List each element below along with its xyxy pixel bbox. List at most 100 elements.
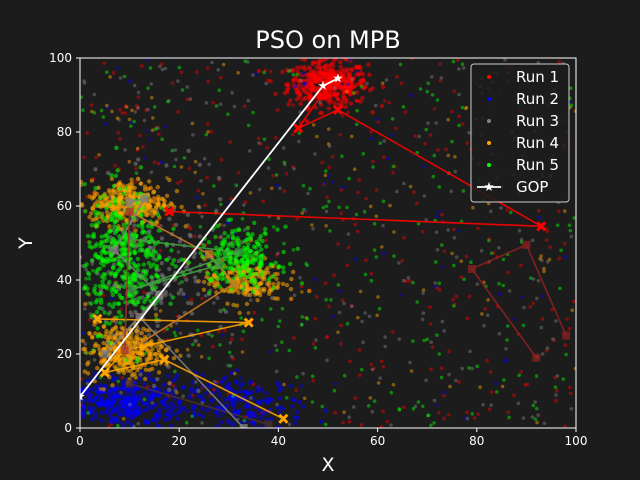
scatter-point	[212, 301, 216, 305]
scatter-point	[371, 165, 375, 169]
scatter-point	[96, 220, 102, 225]
scatter-point	[222, 237, 227, 242]
scatter-point	[148, 137, 153, 141]
scatter-point	[145, 212, 150, 218]
scatter-point	[117, 260, 122, 265]
scatter-point	[295, 65, 300, 70]
scatter-point	[133, 393, 138, 398]
scatter-point	[170, 261, 175, 267]
scatter-point	[497, 281, 501, 286]
scatter-point	[252, 220, 257, 226]
scatter-point	[432, 421, 436, 425]
scatter-point	[311, 378, 316, 383]
scatter-point	[200, 421, 204, 425]
scatter-point	[244, 301, 250, 307]
scatter-point	[275, 271, 280, 277]
trajectory-marker	[164, 206, 175, 217]
scatter-point	[332, 100, 337, 106]
scatter-point	[143, 367, 149, 372]
scatter-point	[162, 281, 167, 286]
scatter-point	[228, 394, 233, 400]
scatter-point	[192, 404, 197, 409]
scatter-point	[112, 301, 117, 306]
scatter-point	[487, 238, 491, 243]
scatter-point	[220, 272, 225, 277]
trajectory-marker	[135, 313, 144, 321]
scatter-point	[226, 234, 231, 239]
scatter-point	[150, 401, 155, 405]
scatter-point	[347, 419, 352, 424]
scatter-point	[191, 254, 197, 260]
scatter-point	[164, 124, 168, 129]
scatter-point	[103, 217, 109, 222]
scatter-point	[197, 162, 202, 167]
scatter-point	[302, 67, 307, 72]
scatter-point	[155, 184, 160, 190]
scatter-point	[259, 142, 264, 146]
scatter-point	[301, 71, 306, 76]
scatter-point	[324, 224, 328, 228]
scatter-point	[299, 284, 304, 289]
scatter-point	[324, 298, 328, 302]
scatter-point	[192, 275, 198, 280]
scatter-point	[362, 85, 367, 90]
scatter-point	[154, 266, 159, 271]
scatter-point	[234, 287, 239, 292]
scatter-point	[246, 242, 251, 247]
scatter-point	[302, 396, 307, 401]
scatter-point	[454, 378, 458, 383]
scatter-point	[478, 385, 482, 390]
scatter-point	[539, 325, 544, 330]
scatter-point	[169, 401, 175, 406]
scatter-point	[260, 424, 265, 428]
scatter-point	[106, 188, 112, 193]
scatter-point	[81, 331, 86, 335]
scatter-point	[449, 189, 454, 194]
scatter-point	[359, 84, 364, 89]
scatter-point	[216, 68, 220, 72]
plot-frame	[79, 57, 577, 429]
scatter-point	[153, 285, 158, 290]
scatter-point	[154, 414, 159, 419]
scatter-point	[240, 286, 245, 292]
scatter-point	[105, 70, 109, 74]
scatter-point	[425, 337, 430, 342]
scatter-point	[318, 100, 322, 105]
trajectory-marker	[128, 235, 137, 244]
scatter-point	[384, 78, 389, 82]
scatter-point	[167, 99, 171, 103]
scatter-point	[173, 388, 178, 392]
scatter-point	[179, 179, 183, 183]
scatter-point	[358, 99, 363, 104]
scatter-point	[129, 401, 134, 406]
scatter-point	[400, 258, 405, 263]
scatter-point	[84, 378, 89, 384]
scatter-point	[284, 67, 290, 73]
scatter-point	[311, 78, 316, 84]
scatter-point	[281, 265, 286, 270]
scatter-point	[89, 211, 94, 216]
scatter-point	[177, 400, 182, 405]
scatter-point	[273, 91, 278, 97]
scatter-point	[338, 132, 343, 137]
scatter-point	[101, 324, 107, 329]
scatter-point	[370, 86, 375, 91]
scatter-point	[421, 229, 425, 234]
scatter-point	[311, 69, 316, 74]
scatter-point	[361, 79, 366, 84]
scatter-point	[521, 416, 526, 420]
scatter-point	[200, 400, 205, 405]
scatter-point	[381, 155, 386, 159]
trajectory-marker	[214, 261, 223, 270]
scatter-point	[85, 291, 90, 296]
scatter-point	[247, 292, 253, 298]
scatter-point	[227, 270, 232, 275]
y-tick-label: 0	[64, 421, 72, 435]
scatter-point	[134, 264, 139, 270]
trajectory-marker	[243, 317, 254, 328]
scatter-point	[137, 281, 142, 286]
scatter-point	[451, 297, 455, 302]
trajectory-line	[131, 238, 239, 291]
scatter-point	[246, 98, 251, 103]
scatter-point	[275, 380, 281, 385]
